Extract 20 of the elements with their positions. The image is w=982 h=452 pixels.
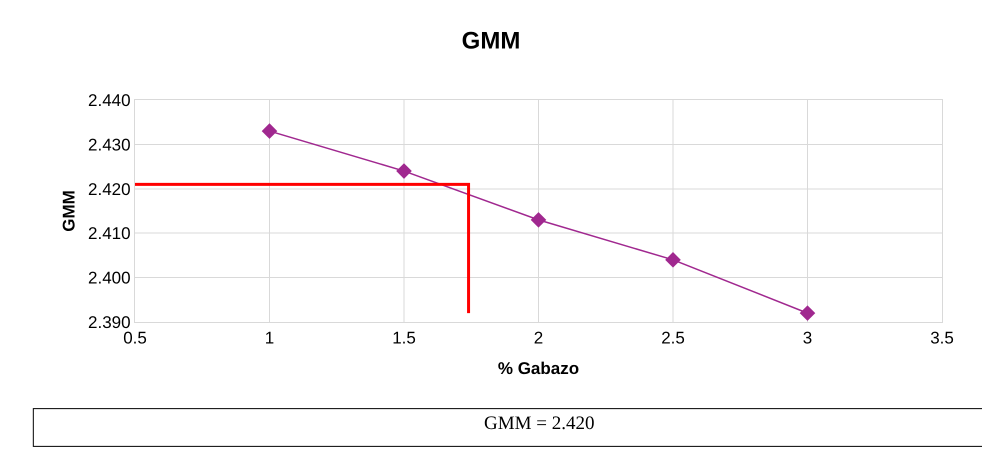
y-tick-label: 2.410 [88,224,131,244]
y-tick-label: 2.420 [88,180,131,199]
text: GMM = 2.420 [484,413,594,434]
point [800,305,816,321]
x-tick-label: 3 [802,328,812,348]
x-tick-label: 2 [534,328,544,348]
y-tick-label: 2.440 [88,90,131,110]
point [396,163,412,179]
x-tick-label: 3.5 [930,328,954,348]
x-tick-label: 1 [264,328,274,348]
point [262,123,278,139]
x-tick-label: 1.5 [392,328,416,348]
point [665,252,681,268]
y-tick-label: 2.400 [88,268,131,288]
chart-title: GMM [462,27,520,54]
y-tick-label: 2.430 [88,135,131,154]
y-axis-title: GMM [60,190,79,232]
x-tick-label: 2.5 [661,328,685,348]
x-axis-title: % Gabazo [498,358,580,378]
point [530,212,546,228]
